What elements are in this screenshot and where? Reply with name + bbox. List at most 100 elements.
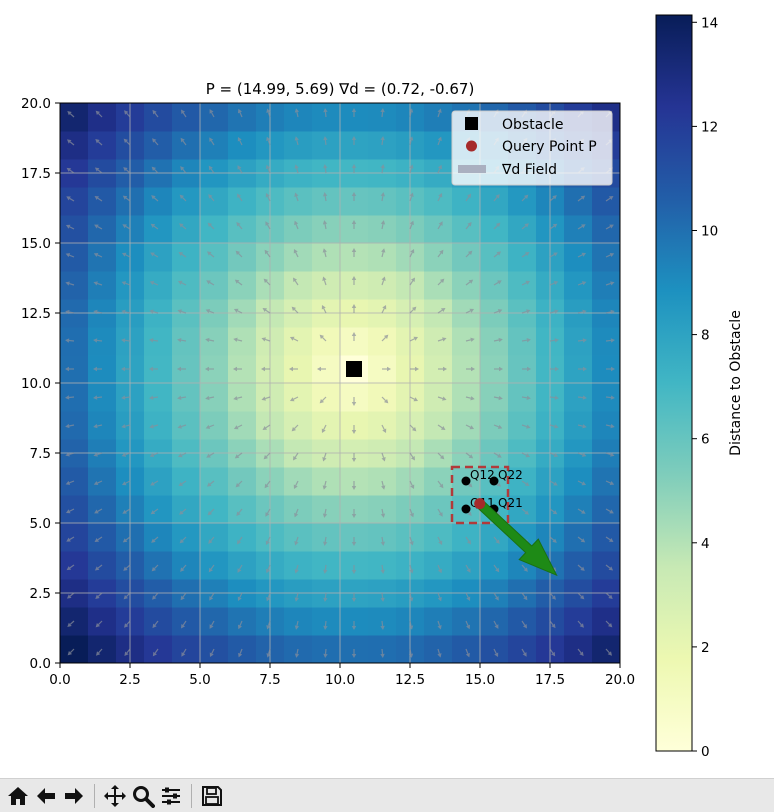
heatmap-cell	[60, 551, 89, 580]
field-arrow-shaft	[237, 452, 243, 457]
field-arrow-head	[121, 481, 127, 486]
field-arrow-head	[410, 277, 415, 283]
field-arrow-shaft	[409, 168, 412, 174]
gradient-field-arrows	[65, 108, 615, 658]
heatmap-cell	[88, 523, 117, 552]
field-arrow-head	[409, 569, 414, 574]
field-arrow-head	[408, 108, 414, 113]
field-arrow-shaft	[209, 424, 215, 428]
field-arrow-shaft	[605, 564, 611, 569]
field-arrow-shaft	[125, 452, 131, 456]
field-arrow-shaft	[69, 254, 75, 258]
heatmap-cell	[592, 187, 620, 216]
field-arrow-head	[497, 424, 503, 429]
field-arrow-shaft	[238, 224, 243, 230]
field-arrow-shaft	[265, 338, 271, 342]
field-arrow-head	[149, 452, 155, 457]
field-arrow-head	[381, 457, 386, 462]
field-arrow-shaft	[239, 620, 243, 626]
back-button[interactable]	[32, 782, 60, 810]
field-arrow-head	[321, 304, 326, 310]
heatmap-cell	[172, 327, 201, 356]
heatmap-cell	[592, 243, 620, 272]
field-arrow-head	[294, 108, 300, 113]
field-arrow-head	[496, 482, 502, 487]
field-arrow-head	[380, 541, 385, 546]
forward-button[interactable]	[60, 782, 88, 810]
field-arrow-head	[609, 224, 614, 229]
heatmap-cell	[88, 383, 117, 412]
field-arrow-shaft	[265, 396, 271, 400]
field-arrow-head	[497, 280, 502, 285]
field-arrow-head	[437, 653, 442, 658]
x-tick-label: 10.0	[325, 672, 355, 688]
heatmap-cell	[284, 327, 313, 356]
colorbar-tick-label: 0	[701, 744, 710, 760]
field-arrow-head	[209, 624, 214, 629]
field-arrow-shaft	[154, 592, 159, 598]
field-arrow-shaft	[69, 564, 75, 569]
field-arrow-shaft	[324, 592, 327, 599]
field-arrow-head	[494, 624, 499, 629]
field-arrow-head	[579, 651, 584, 657]
field-arrow-shaft	[154, 140, 159, 146]
heatmap-cell	[312, 215, 341, 244]
field-arrow-head	[437, 625, 442, 630]
field-arrow-head	[380, 108, 385, 113]
field-arrow-shaft	[493, 196, 498, 202]
field-arrow-shaft	[182, 536, 187, 541]
field-arrow-shaft	[210, 225, 215, 230]
configure-button[interactable]	[157, 782, 185, 810]
field-arrow-head	[65, 509, 71, 514]
heatmap-cell	[284, 131, 313, 160]
heatmap-cell	[172, 355, 201, 384]
field-arrow-shaft	[210, 140, 215, 146]
pan-button[interactable]	[101, 782, 129, 810]
field-arrow-shaft	[97, 197, 103, 202]
field-arrow-head	[610, 338, 615, 343]
heatmap-cell	[340, 215, 369, 244]
field-arrow-head	[526, 309, 531, 314]
field-arrow-head	[466, 193, 471, 199]
heatmap-cell	[312, 243, 341, 272]
field-arrow-shaft	[266, 452, 271, 457]
legend-obstacle-marker	[465, 117, 478, 130]
field-arrow-shaft	[521, 253, 527, 258]
field-arrow-head	[65, 366, 69, 372]
field-arrow-shaft	[437, 536, 441, 542]
field-arrow-head	[499, 366, 503, 372]
field-arrow-head	[408, 625, 414, 630]
field-arrow-head	[351, 598, 357, 602]
heatmap-cell	[284, 355, 313, 384]
field-arrow-shaft	[437, 252, 442, 258]
heatmap-cell	[368, 187, 397, 216]
field-arrow-shaft	[208, 339, 215, 342]
zoom-button[interactable]	[129, 782, 157, 810]
home-button[interactable]	[4, 782, 32, 810]
field-arrow-shaft	[521, 508, 527, 513]
field-arrow-head	[123, 138, 129, 144]
field-arrow-head	[552, 538, 557, 543]
heatmap-cell	[200, 103, 229, 132]
field-arrow-head	[387, 366, 391, 372]
field-arrow-shaft	[239, 140, 243, 146]
save-button[interactable]	[198, 782, 226, 810]
field-arrow-shaft	[324, 564, 327, 571]
field-arrow-head	[236, 511, 241, 517]
field-arrow-head	[266, 625, 271, 630]
field-arrow-shaft	[237, 396, 243, 399]
field-arrow-head	[150, 223, 156, 228]
field-arrow-shaft	[324, 252, 327, 258]
field-arrow-head	[150, 252, 155, 257]
field-arrow-shaft	[437, 620, 441, 626]
field-arrow-head	[263, 454, 269, 460]
field-arrow-shaft	[96, 424, 103, 427]
field-arrow-shaft	[437, 140, 441, 146]
heatmap-cell	[228, 103, 257, 132]
heatmap-cell	[592, 327, 620, 356]
field-arrow-shaft	[182, 168, 187, 174]
field-arrow-shaft	[437, 224, 442, 230]
field-arrow-shaft	[97, 536, 103, 541]
field-arrow-head	[149, 424, 154, 429]
field-arrow-shaft	[211, 648, 215, 654]
